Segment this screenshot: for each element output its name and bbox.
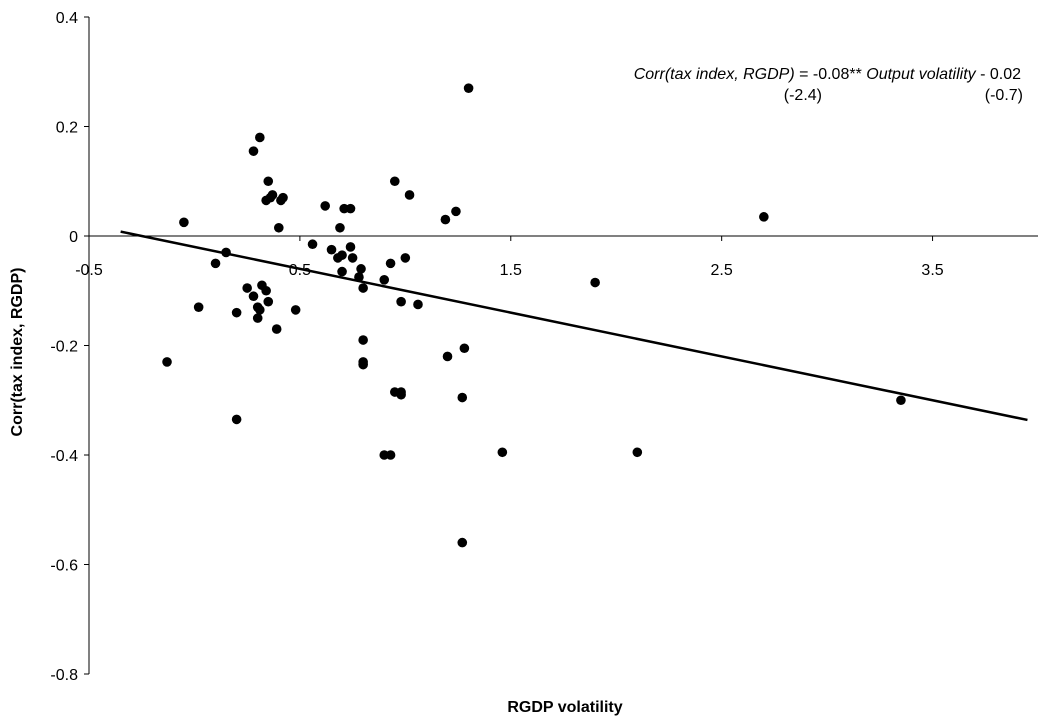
data-point	[896, 395, 906, 406]
equation-lhs: Corr(tax index, RGDP)	[634, 66, 795, 83]
data-point	[252, 302, 263, 312]
data-point	[442, 351, 453, 362]
data-point	[451, 206, 461, 217]
equation-variable: Output volatility	[866, 66, 976, 83]
data-point	[459, 343, 470, 354]
x-tick-label: 3.5	[921, 262, 943, 279]
data-point	[267, 190, 278, 200]
data-point	[590, 277, 600, 288]
data-point	[335, 222, 345, 233]
data-point	[404, 190, 415, 200]
data-point	[337, 266, 347, 277]
data-point	[210, 258, 221, 269]
data-point	[347, 253, 358, 263]
data-point	[278, 192, 288, 203]
data-point	[162, 357, 172, 367]
y-tick-label: 0.4	[56, 10, 78, 27]
trend-line	[120, 230, 1028, 422]
data-point	[274, 222, 284, 233]
data-point	[221, 247, 231, 258]
data-point	[307, 239, 318, 250]
y-tick-label: -0.4	[50, 448, 78, 465]
data-point	[396, 296, 406, 307]
x-tick-label: 2.5	[711, 262, 733, 279]
data-point	[320, 201, 330, 211]
data-point	[252, 313, 263, 323]
tstat-constant: (-0.7)	[985, 87, 1023, 104]
data-point	[385, 258, 396, 269]
data-point	[413, 299, 423, 310]
data-point	[759, 212, 769, 222]
data-point	[337, 250, 347, 260]
y-tick-label: -0.6	[50, 558, 78, 575]
axes	[88, 17, 1038, 674]
data-points	[162, 83, 906, 548]
data-point	[354, 272, 364, 282]
data-point	[379, 450, 390, 460]
data-point	[345, 242, 356, 252]
data-point	[632, 447, 643, 458]
data-point	[497, 447, 508, 458]
data-point	[231, 307, 242, 318]
data-point	[263, 296, 274, 307]
data-point	[345, 203, 356, 214]
y-tick-label: 0	[69, 229, 78, 246]
data-point	[358, 335, 368, 345]
equation-coef: = -0.08**	[795, 66, 867, 83]
regression-equation: Corr(tax index, RGDP) = -0.08** Output v…	[634, 66, 1021, 83]
data-point	[248, 291, 259, 302]
y-axis-title: Corr(tax index, RGDP)	[9, 268, 26, 437]
x-axis-title: RGDP volatility	[507, 699, 622, 716]
data-point	[440, 214, 451, 225]
data-point	[231, 414, 242, 425]
data-point	[463, 83, 474, 93]
ticks: -0.8 -0.6 -0.4 -0.2 0 0.2 0.4 -0.5 0.5 1.5 2.5 3.5	[50, 10, 943, 684]
equation-const: - 0.02	[976, 66, 1021, 83]
data-point	[261, 195, 271, 206]
trend-layer	[120, 230, 1028, 422]
data-point	[389, 176, 400, 187]
data-point	[290, 305, 301, 315]
data-point	[457, 392, 468, 403]
data-point	[356, 264, 366, 274]
x-tick-label: 0.5	[289, 262, 311, 279]
data-point	[400, 253, 411, 263]
data-point	[396, 387, 406, 397]
y-tick-label: -0.8	[50, 667, 78, 684]
x-tick-label: 1.5	[500, 262, 522, 279]
data-point	[248, 146, 259, 156]
y-tick-label: 0.2	[56, 120, 78, 137]
data-point	[242, 283, 252, 293]
tstat-coefficient: (-2.4)	[784, 87, 822, 104]
data-point	[326, 244, 337, 255]
data-point	[358, 359, 368, 370]
data-point	[358, 283, 368, 293]
data-point	[457, 537, 468, 548]
data-point	[255, 132, 265, 143]
y-tick-label: -0.2	[50, 339, 78, 356]
data-point	[193, 302, 204, 312]
data-point	[261, 285, 271, 296]
data-point	[271, 324, 282, 334]
data-point	[263, 176, 274, 187]
x-tick-label: -0.5	[75, 262, 103, 279]
data-point	[179, 217, 189, 228]
data-point	[379, 275, 390, 285]
